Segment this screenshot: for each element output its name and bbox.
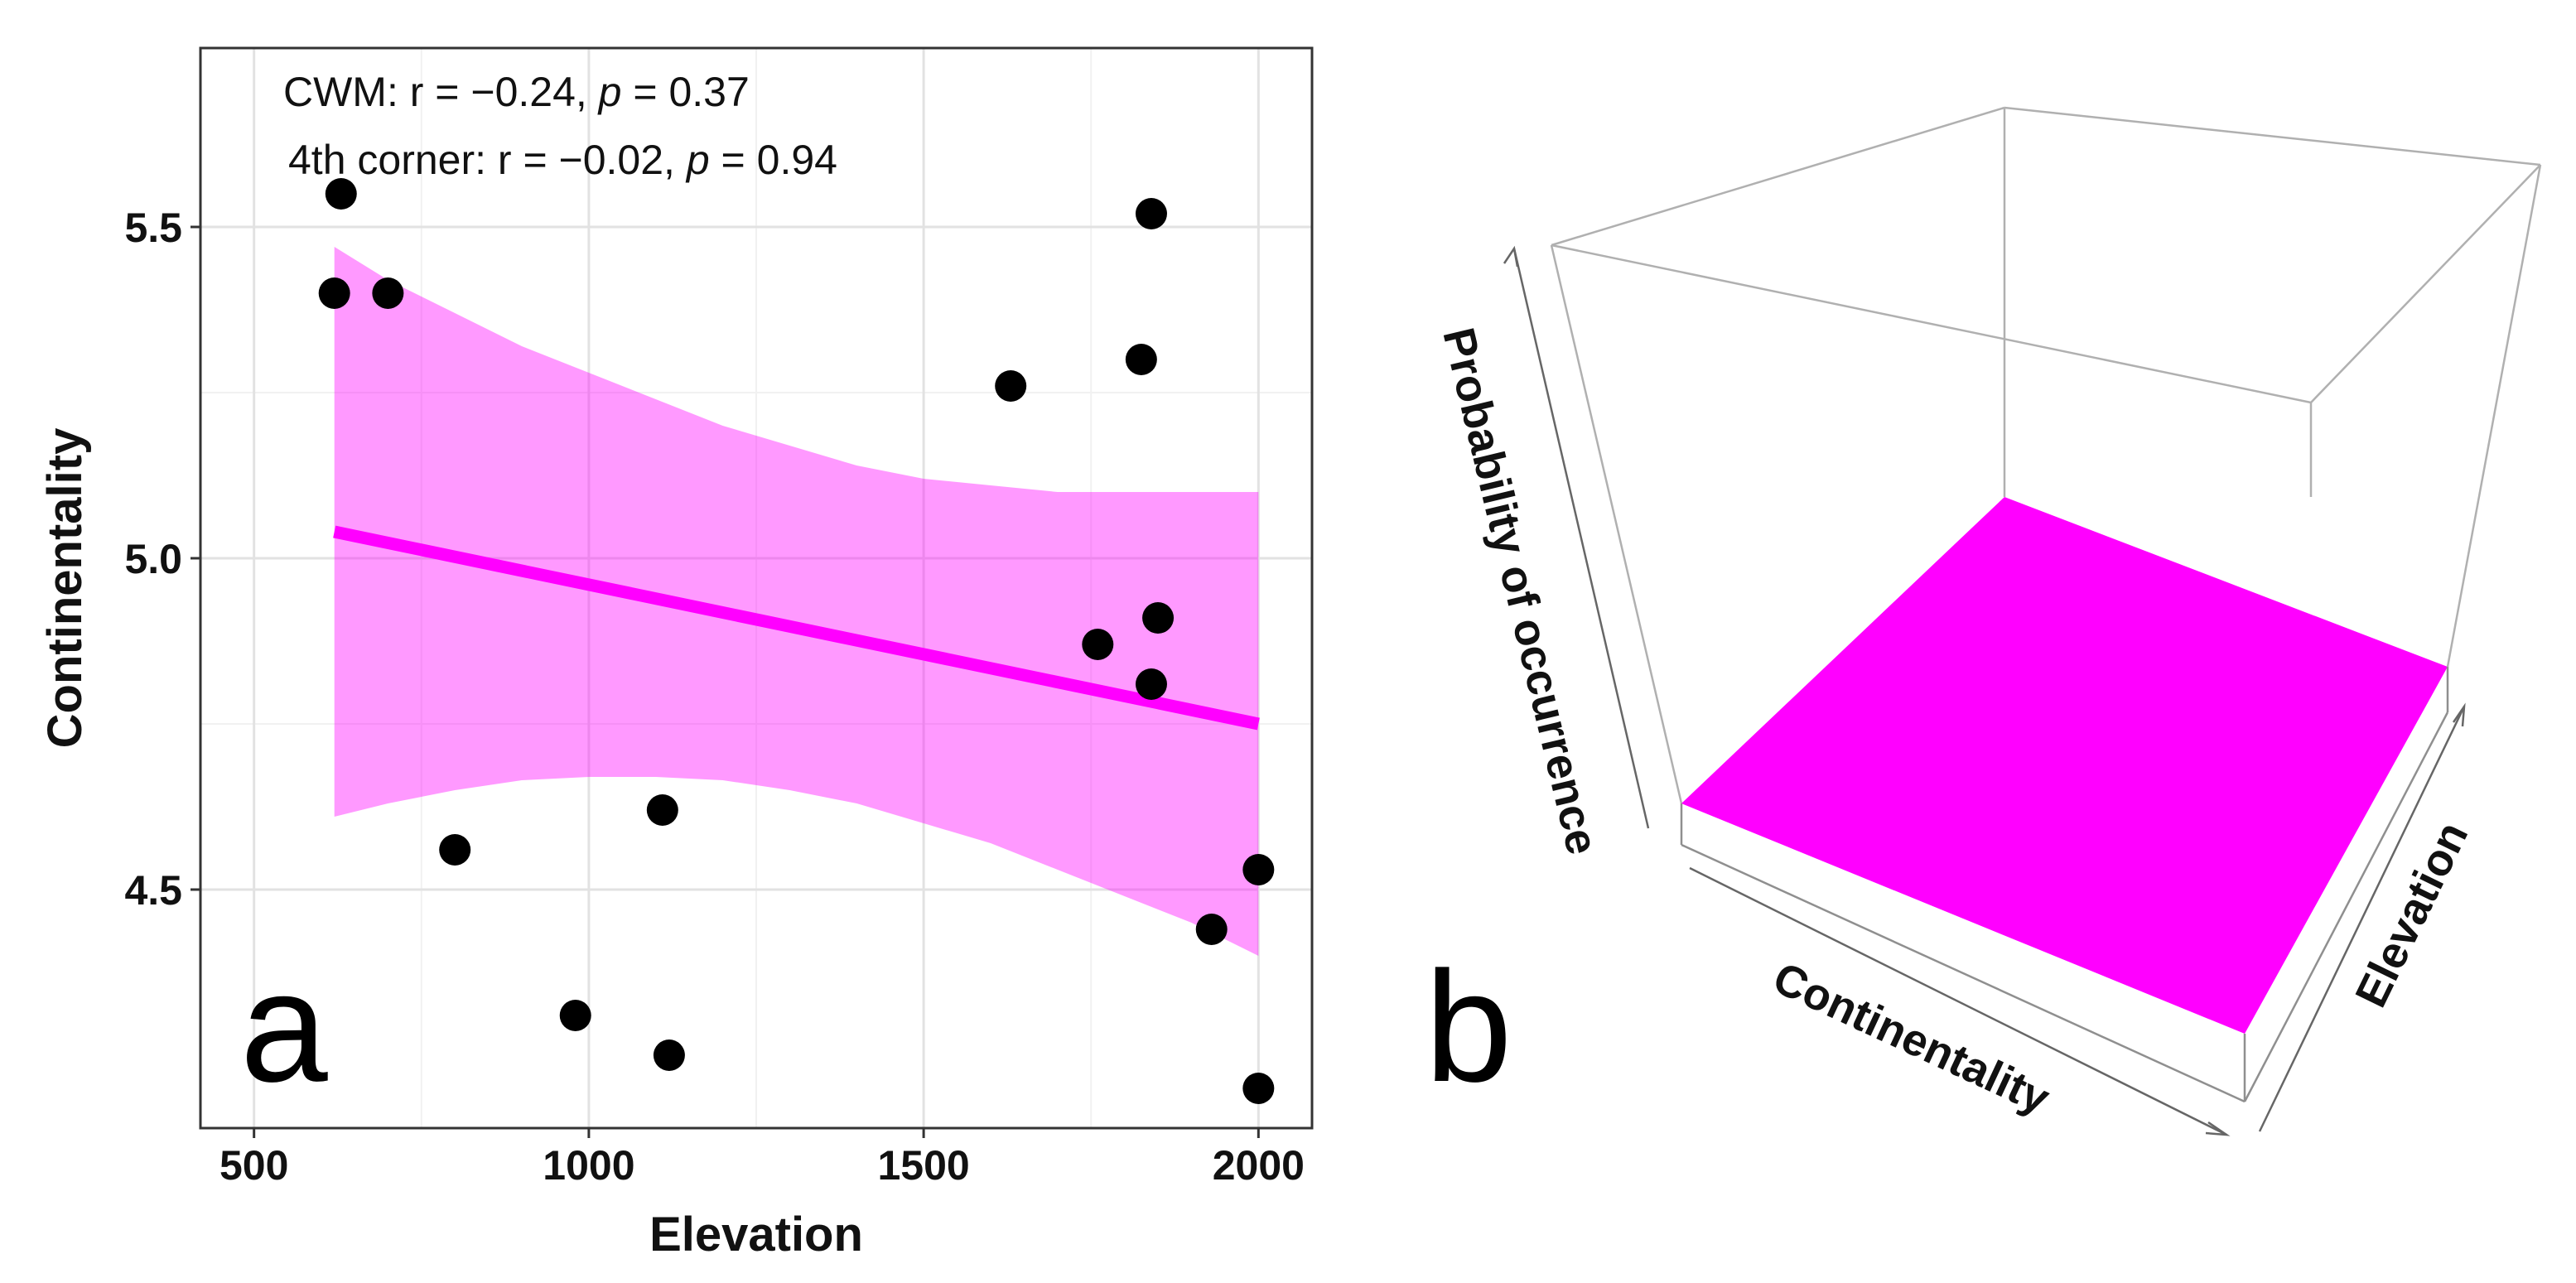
- axis-label-probability: Probability of occurrence: [1433, 323, 1607, 859]
- y-axis-ticks: 4.5 5.0 5.5: [124, 205, 200, 914]
- data-point: [1135, 198, 1167, 229]
- x-axis-label: Elevation: [649, 1208, 863, 1261]
- data-point: [439, 834, 471, 866]
- side-axis-arrow: [2258, 706, 2466, 1132]
- scatter-points: [318, 178, 1275, 1104]
- vertical-axis-arrow: [1512, 248, 1650, 829]
- data-point: [1195, 914, 1228, 945]
- data-point: [559, 1000, 591, 1031]
- y-tick-label: 4.5: [124, 867, 182, 914]
- data-point: [325, 178, 357, 210]
- data-point: [653, 1039, 685, 1071]
- x-tick-label: 1500: [877, 1142, 969, 1189]
- x-axis-ticks: 500 1000 1500 2000: [219, 1128, 1305, 1189]
- data-point: [372, 277, 404, 309]
- panel-a: 500 1000 1500 2000 4.5 5.0 5.5 CWM: r = −0.24…: [38, 46, 1314, 1261]
- confidence-band: [334, 247, 1259, 956]
- plot-a-gridlines: [200, 48, 1312, 1128]
- y-axis-label: Continentality: [38, 428, 92, 749]
- box-front-edges: [1680, 667, 2449, 1103]
- data-point: [646, 794, 678, 826]
- panel-b: Probability of occurrence Continentality…: [1425, 106, 2542, 1136]
- regression-line: [333, 525, 1260, 731]
- panel-label-a: a: [240, 939, 328, 1115]
- data-point: [1125, 344, 1157, 375]
- data-point: [1242, 1073, 1275, 1104]
- panel-label-b: b: [1425, 939, 1512, 1115]
- x-tick-label: 2000: [1213, 1142, 1305, 1189]
- data-point: [1242, 854, 1275, 885]
- front-axis-arrow: [1689, 866, 2227, 1136]
- data-point: [1082, 629, 1114, 660]
- y-tick-label: 5.5: [124, 205, 182, 251]
- probability-surface: [1681, 497, 2448, 1034]
- annotation-cwm: CWM: r = −0.24, p = 0.37: [283, 69, 750, 115]
- annotation-4th-corner: 4th corner: r = −0.02, p = 0.94: [288, 137, 837, 183]
- data-point: [1135, 668, 1167, 700]
- axis-arrows: [1503, 245, 2466, 1136]
- axis-label-elevation: Elevation: [2346, 814, 2477, 1015]
- data-point: [995, 370, 1027, 402]
- box-back-edges: [1550, 106, 2542, 804]
- x-tick-label: 500: [219, 1142, 288, 1189]
- x-tick-label: 1000: [543, 1142, 634, 1189]
- data-point: [1142, 602, 1175, 634]
- data-point: [318, 277, 350, 309]
- plot-a-frame: [199, 46, 1314, 1130]
- y-tick-label: 5.0: [124, 536, 182, 582]
